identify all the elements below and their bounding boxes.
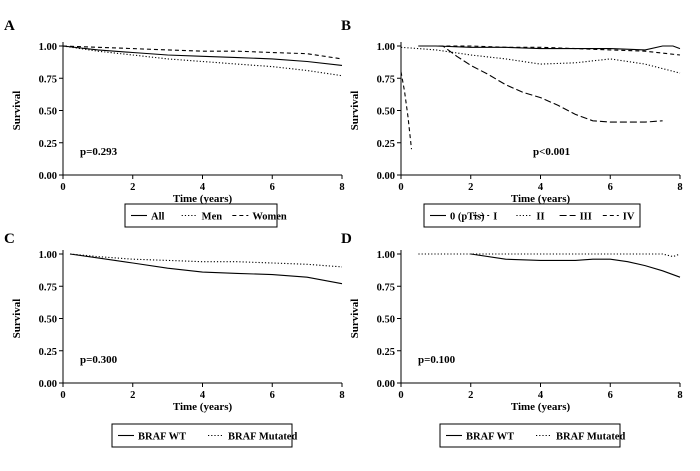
y-tick-label: 1.00	[377, 250, 395, 261]
series-line-i	[418, 45, 681, 56]
panel-b: B 0.00 0.25 0.50 0.75 1.00 0 2 4 6 8 Time (years) Su…	[341, 18, 683, 228]
series-line-women	[62, 45, 343, 60]
x-tick-label: 2	[130, 390, 135, 401]
x-axis-title: Time (years)	[173, 193, 233, 205]
x-tick-label: 4	[200, 182, 206, 193]
legend-label: Men	[202, 212, 223, 223]
series-line-iv	[400, 71, 413, 150]
y-tick-label: 0.50	[39, 107, 57, 118]
legend-label: I	[493, 212, 497, 223]
series-line-braf-wt	[69, 253, 343, 285]
x-tick-label: 6	[270, 182, 275, 193]
legend-box	[111, 423, 293, 448]
series-line-0-ptis-	[418, 45, 681, 51]
y-tick-label: 0.25	[377, 347, 395, 358]
x-axis-title: Time (years)	[511, 193, 571, 205]
y-axis-title: Survival	[349, 299, 361, 339]
x-tick-label: 0	[60, 390, 65, 401]
x-tick-label: 6	[270, 390, 275, 401]
p-value-annotation: p=0.293	[80, 146, 118, 158]
x-tick-label: 0	[398, 182, 403, 193]
panel-letter: C	[4, 231, 15, 247]
y-tick-label: 0.75	[39, 282, 57, 293]
panel-c: C 0.00 0.25 0.50 0.75 1.00 0 2 4 6 8 Time (years) Su…	[4, 231, 345, 448]
y-axis-title: Survival	[11, 91, 23, 131]
panel-letter: B	[341, 18, 351, 34]
x-tick-label: 8	[339, 182, 344, 193]
x-tick-label: 8	[677, 182, 682, 193]
legend-label: BRAF WT	[138, 432, 186, 443]
legend-label: II	[536, 212, 544, 223]
x-tick-label: 6	[608, 390, 613, 401]
legend-box	[124, 203, 278, 228]
panel-a: A 0.00 0.25 0.50 0.75 1.00 0 2 4 6 8 Time (years) Su…	[4, 18, 345, 228]
y-tick-label: 0.25	[39, 139, 57, 150]
panel-letter: D	[341, 231, 352, 247]
series-line-braf-mutated	[69, 253, 343, 268]
y-axis-title: Survival	[11, 299, 23, 339]
x-tick-label: 8	[339, 390, 344, 401]
p-value-annotation: p=0.100	[418, 354, 456, 366]
y-tick-label: 1.00	[39, 250, 57, 261]
y-tick-label: 0.00	[377, 379, 395, 390]
legend-label: All	[151, 212, 165, 223]
x-tick-label: 6	[608, 182, 613, 193]
y-tick-label: 0.25	[39, 347, 57, 358]
y-tick-label: 0.50	[39, 315, 57, 326]
legend-label: III	[580, 212, 592, 223]
legend-box	[423, 203, 641, 228]
x-tick-label: 4	[200, 390, 206, 401]
legend-label: BRAF Mutated	[556, 432, 625, 443]
x-tick-label: 4	[538, 182, 544, 193]
y-tick-label: 0.50	[377, 315, 395, 326]
series-line-all	[62, 45, 343, 66]
legend-label: 0 (pTis)	[450, 212, 485, 223]
x-axis-title: Time (years)	[173, 401, 233, 413]
y-tick-label: 0.00	[39, 171, 57, 182]
legend-label: IV	[623, 212, 635, 223]
panel-d: D 0.00 0.25 0.50 0.75 1.00 0 2 4 6 8 Time (years) Su…	[341, 231, 683, 448]
p-value-annotation: p<0.001	[533, 146, 570, 158]
y-tick-label: 1.00	[39, 42, 57, 53]
legend-label: BRAF Mutated	[228, 432, 297, 443]
legend-box	[439, 423, 621, 448]
series-line-braf-mutated	[418, 253, 681, 258]
x-tick-label: 0	[60, 182, 65, 193]
p-value-annotation: p=0.300	[80, 354, 118, 366]
y-tick-label: 0.75	[39, 74, 57, 85]
x-tick-label: 2	[468, 182, 473, 193]
x-tick-label: 2	[130, 182, 135, 193]
x-axis-title: Time (years)	[511, 401, 571, 413]
y-tick-label: 0.25	[377, 139, 395, 150]
y-tick-label: 0.00	[377, 171, 395, 182]
series-line-men	[62, 45, 343, 77]
legend-label: BRAF WT	[466, 432, 514, 443]
y-tick-label: 1.00	[377, 42, 395, 53]
y-tick-label: 0.00	[39, 379, 57, 390]
x-tick-label: 0	[398, 390, 403, 401]
y-tick-label: 0.50	[377, 107, 395, 118]
panel-letter: A	[4, 18, 15, 34]
y-axis-title: Survival	[349, 91, 361, 131]
y-tick-label: 0.75	[377, 74, 395, 85]
series-line-iii	[418, 45, 663, 123]
series-line-braf-wt	[470, 253, 681, 278]
legend-label: Women	[252, 212, 287, 223]
x-tick-label: 4	[538, 390, 544, 401]
series-line-ii	[400, 46, 681, 74]
y-tick-label: 0.75	[377, 282, 395, 293]
x-tick-label: 2	[468, 390, 473, 401]
x-tick-label: 8	[677, 390, 682, 401]
